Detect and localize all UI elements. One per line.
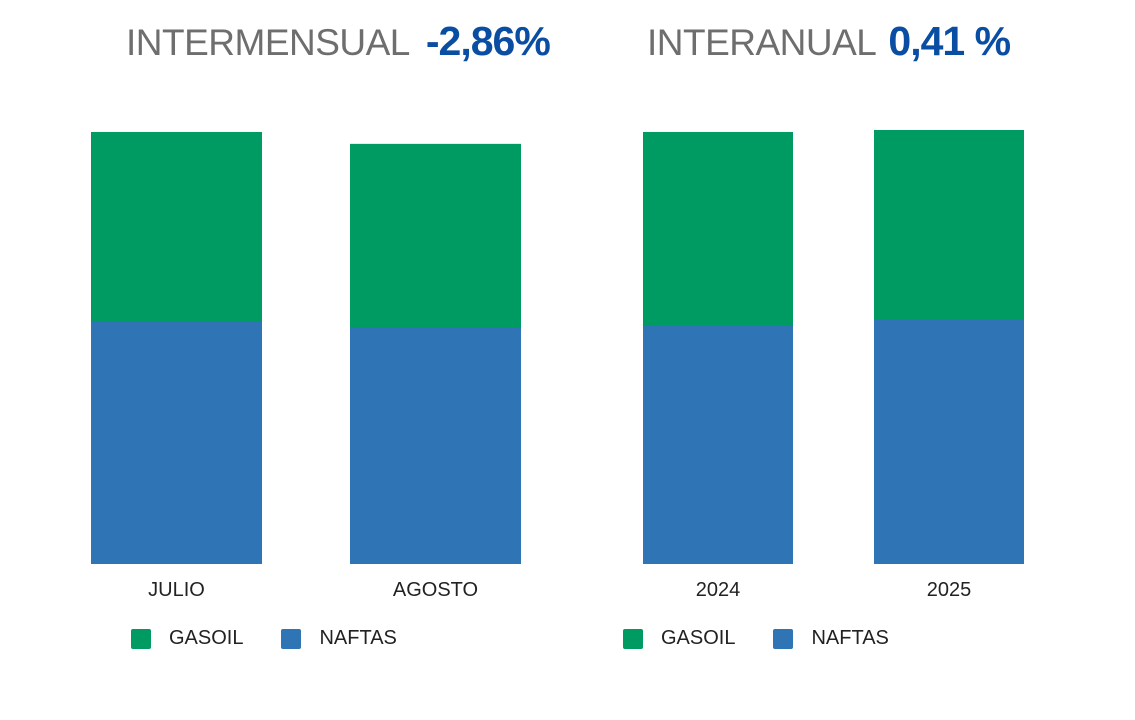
legend-item-naftas: NAFTAS — [281, 627, 397, 650]
intermensual-header: INTERMENSUAL -2,86% — [126, 18, 551, 65]
intermensual-legend: GASOIL NAFTAS — [131, 627, 435, 650]
category-label-julio: JULIO — [148, 579, 205, 601]
intermensual-panel: INTERMENSUAL -2,86% JULIO AGOSTO GASOIL N… — [91, 18, 551, 650]
category-label-agosto: AGOSTO — [393, 579, 478, 601]
bar-gasoil-agosto — [350, 143, 521, 328]
legend-swatch-naftas — [281, 628, 302, 649]
interanual-value: 0,41 % — [888, 18, 1011, 64]
legend-item-gasoil: GASOIL — [131, 627, 243, 650]
category-label-2025: 2025 — [927, 579, 972, 601]
intermensual-label: INTERMENSUAL — [126, 22, 410, 63]
legend-item-gasoil: GASOIL — [623, 627, 735, 650]
legend-swatch-gasoil — [623, 628, 643, 649]
legend-swatch-gasoil — [131, 628, 151, 649]
category-label-2024: 2024 — [696, 579, 741, 601]
bar-gasoil-2025 — [874, 129, 1024, 320]
legend-item-naftas: NAFTAS — [773, 627, 889, 650]
legend-label-naftas: NAFTAS — [811, 627, 889, 649]
bar-naftas-2024 — [643, 325, 793, 564]
bar-naftas-julio — [91, 321, 262, 564]
legend-label-gasoil: GASOIL — [661, 627, 736, 649]
bar-naftas-agosto — [350, 327, 521, 564]
bar-naftas-2025 — [874, 319, 1024, 564]
bar-gasoil-julio — [91, 131, 262, 322]
interanual-legend: GASOIL NAFTAS — [623, 627, 927, 650]
interanual-label: INTERANUAL — [647, 22, 877, 63]
intermensual-chart: JULIO AGOSTO — [91, 131, 521, 601]
intermensual-value: -2,86% — [425, 18, 551, 64]
interanual-panel: INTERANUAL 0,41 % 2024 2025 GASOIL NAFTAS — [590, 0, 1135, 720]
bar-gasoil-2024 — [643, 131, 793, 326]
interanual-header: INTERANUAL 0,41 % — [647, 18, 1011, 65]
legend-label-gasoil: GASOIL — [169, 627, 244, 649]
legend-label-naftas: NAFTAS — [319, 627, 397, 649]
interanual-chart: 2024 2025 — [643, 129, 1024, 601]
legend-swatch-naftas — [773, 628, 794, 649]
